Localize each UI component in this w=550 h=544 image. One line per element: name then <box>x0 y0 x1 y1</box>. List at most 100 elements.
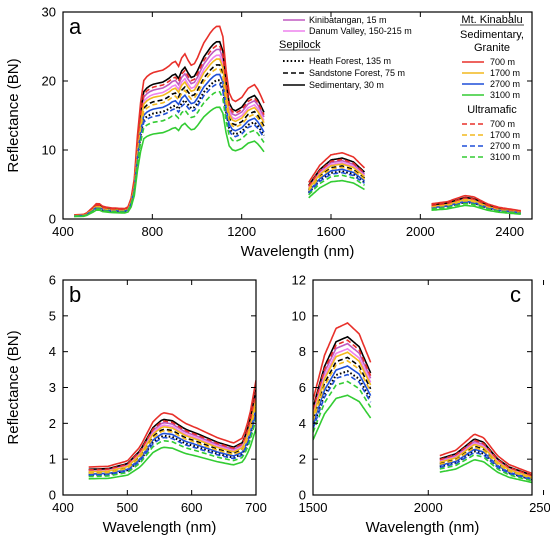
y-tick-label: 4 <box>49 344 56 359</box>
series-line-4-seg-0 <box>313 335 372 408</box>
y-tick-label: 4 <box>299 416 306 431</box>
x-tick-label: 400 <box>52 500 74 515</box>
y-tick-label: 1 <box>49 452 56 467</box>
y-axis-label: Reflectance (BN) <box>5 330 22 444</box>
panel-b: 400 500 600 700 0 1 2 3 4 5 6 Wavelength (nm) Reflec… <box>5 273 267 537</box>
x-tick-label: 700 <box>245 500 267 515</box>
series-line-10-seg-1 <box>308 166 365 192</box>
x-axis-label: Wavelength (nm) <box>366 519 480 536</box>
legend-entry-label: 2700 m <box>490 79 520 89</box>
series-line-9-seg-0 <box>74 44 265 217</box>
y-tick-label: 10 <box>42 143 56 158</box>
y-tick-label: 3 <box>49 380 56 395</box>
series-line-5-seg-0 <box>88 380 256 468</box>
series-line-6-seg-1 <box>439 443 532 478</box>
x-tick-label: 1200 <box>227 224 256 239</box>
series-line-12-seg-2 <box>431 202 521 215</box>
series-line-8-seg-0 <box>88 428 256 480</box>
legend-entry-label: 3100 m <box>490 90 520 100</box>
series-line-8-seg-1 <box>308 179 365 199</box>
series-line-1-seg-0 <box>74 54 265 217</box>
legend-subheader: Granite <box>474 42 510 54</box>
series-line-3-seg-0 <box>313 356 372 420</box>
series-line-10-seg-1 <box>439 446 532 479</box>
series-line-5-seg-0 <box>313 322 372 401</box>
y-tick-label: 6 <box>299 380 306 395</box>
legend-entry-label: Kinibatangan, 15 m <box>309 15 387 25</box>
series-line-10-seg-0 <box>313 359 372 422</box>
legend-entry-label: 1700 m <box>490 68 520 78</box>
x-axis-label: Wavelength (nm) <box>103 519 217 536</box>
series-group <box>313 322 532 484</box>
y-axis-label: Reflectance (BN) <box>5 58 22 172</box>
series-line-6-seg-1 <box>308 163 365 190</box>
series-line-3-seg-1 <box>308 165 366 191</box>
x-tick-label: 2400 <box>495 224 524 239</box>
legend-header-ultramafic: Ultramafic <box>467 104 517 116</box>
series-line-11-seg-1 <box>308 171 365 194</box>
series-line-10-seg-0 <box>88 405 256 474</box>
legend-entry-label: 1700 m <box>490 130 520 140</box>
y-tick-label: 10 <box>292 308 306 323</box>
legend-entry-label: 3100 m <box>490 152 520 162</box>
x-tick-label: 400 <box>52 224 74 239</box>
series-line-3-seg-0 <box>74 64 265 217</box>
series-line-8-seg-0 <box>313 394 372 441</box>
panel-letter: c <box>510 282 521 307</box>
y-tick-label: 8 <box>299 344 306 359</box>
y-tick-label: 12 <box>292 273 306 288</box>
x-tick-label: 2000 <box>406 224 435 239</box>
series-line-0-seg-0 <box>74 48 265 217</box>
series-line-12-seg-1 <box>308 174 365 196</box>
series-line-10-seg-0 <box>74 67 265 217</box>
series-line-9-seg-0 <box>88 391 256 471</box>
y-tick-label: 0 <box>49 212 56 227</box>
series-line-12-seg-0 <box>88 419 256 478</box>
series-line-6-seg-0 <box>313 351 372 417</box>
legend-entry-label: Heath Forest, 135 m <box>309 56 391 66</box>
x-axis-label: Wavelength (nm) <box>241 243 355 260</box>
series-line-10-seg-2 <box>431 199 521 214</box>
legend-subheader: Sedimentary, <box>460 29 524 41</box>
panel-letter: b <box>69 282 81 307</box>
series-line-8-seg-0 <box>74 106 265 218</box>
y-tick-label: 20 <box>42 74 56 89</box>
series-line-9-seg-1 <box>308 158 366 187</box>
y-tick-label: 2 <box>299 452 306 467</box>
series-line-8-seg-2 <box>431 204 521 215</box>
series-group <box>88 380 256 480</box>
series-line-11-seg-0 <box>313 373 372 429</box>
series-line-4-seg-0 <box>74 40 265 216</box>
y-tick-label: 0 <box>49 488 56 503</box>
series-line-0-seg-1 <box>308 159 366 188</box>
y-tick-label: 0 <box>299 488 306 503</box>
series-group <box>74 25 521 218</box>
series-line-5-seg-1 <box>308 151 366 183</box>
series-line-5-seg-2 <box>431 194 521 212</box>
series-line-4-seg-2 <box>431 196 521 213</box>
legend-entry-label: 700 m <box>490 119 515 129</box>
x-tick-label: 1600 <box>317 224 346 239</box>
panel-letter: a <box>69 14 82 39</box>
legend-header-kinabalu: Mt. Kinabalu <box>461 14 522 26</box>
y-tick-label: 2 <box>49 416 56 431</box>
series-line-7-seg-0 <box>88 408 256 475</box>
y-tick-label: 30 <box>42 5 56 20</box>
x-tick-label: 1500 <box>299 500 328 515</box>
legend-entry-label: Sandstone Forest, 75 m <box>309 68 405 78</box>
legend-entry-label: 700 m <box>490 57 515 67</box>
series-line-5-seg-1 <box>439 433 532 475</box>
series-line-7-seg-0 <box>313 365 372 425</box>
series-line-9-seg-1 <box>439 439 532 477</box>
series-line-9-seg-0 <box>313 339 372 410</box>
plot-frame <box>62 11 533 220</box>
y-tick-label: 5 <box>49 308 56 323</box>
series-line-11-seg-0 <box>88 414 256 477</box>
legend-entry-label: Danum Valley, 150-215 m <box>309 26 412 36</box>
series-line-6-seg-0 <box>88 399 256 473</box>
plot-frame <box>62 279 257 496</box>
